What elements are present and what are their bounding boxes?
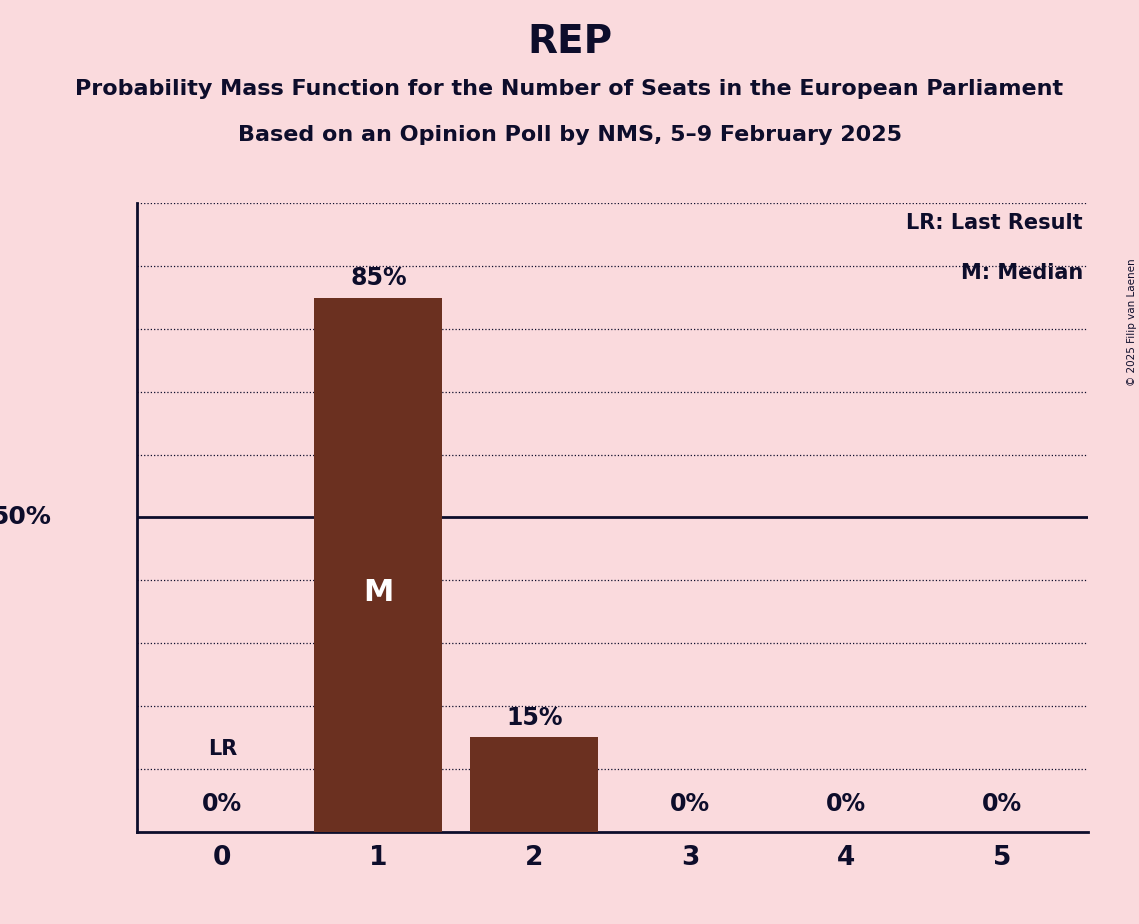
- Bar: [314, 298, 442, 832]
- Text: 85%: 85%: [350, 266, 407, 290]
- Text: Based on an Opinion Poll by NMS, 5–9 February 2025: Based on an Opinion Poll by NMS, 5–9 Feb…: [238, 125, 901, 145]
- Text: 0%: 0%: [982, 792, 1022, 816]
- Text: M: M: [363, 578, 394, 607]
- Text: LR: LR: [207, 739, 237, 760]
- Text: REP: REP: [527, 23, 612, 61]
- Text: 0%: 0%: [826, 792, 866, 816]
- Text: 50%: 50%: [0, 505, 51, 529]
- Text: M: Median: M: Median: [960, 263, 1083, 283]
- Text: © 2025 Filip van Laenen: © 2025 Filip van Laenen: [1126, 259, 1137, 386]
- Text: 0%: 0%: [670, 792, 711, 816]
- Text: 0%: 0%: [203, 792, 243, 816]
- Text: 15%: 15%: [506, 706, 563, 730]
- Text: Probability Mass Function for the Number of Seats in the European Parliament: Probability Mass Function for the Number…: [75, 79, 1064, 99]
- Text: LR: Last Result: LR: Last Result: [907, 213, 1083, 233]
- Bar: [470, 737, 598, 832]
